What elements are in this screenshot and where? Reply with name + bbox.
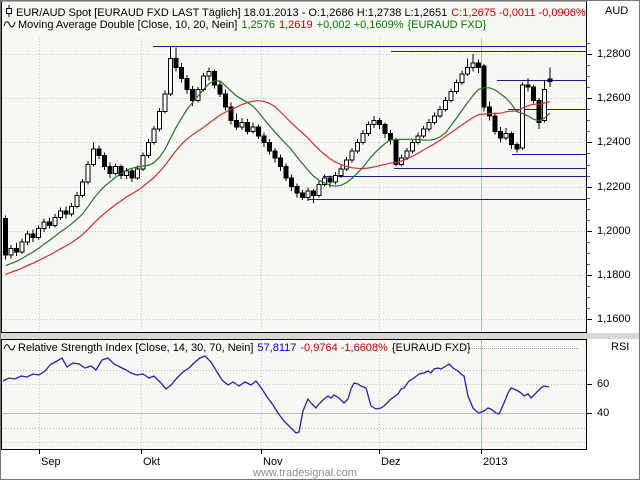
y-axis-label: 1,1600 [597, 313, 631, 325]
panel-splitter[interactable] [1, 333, 639, 339]
x-axis-label: Dez [381, 456, 401, 468]
y-axis-label: 1,2800 [597, 48, 631, 60]
rsi-indicator-title: Relative Strength Index [Close, 14, 30, … [18, 342, 254, 354]
quote-values: C:1,2675 -0,0011 -0,0906% [451, 7, 586, 19]
y-axis-label: 1,1800 [597, 269, 631, 281]
price-header-line1: EUR/AUD Spot [EURAUD FXD LAST Täglich] 1… [4, 4, 590, 19]
rsi-axis-label: 60 [597, 378, 610, 390]
rsi-value: 57,8117 [257, 342, 297, 354]
rsi-indicator-panel[interactable] [1, 339, 587, 450]
wave-icon [3, 344, 16, 351]
header-leader-line [571, 10, 585, 11]
y-axis-label: 1,2600 [597, 92, 631, 104]
x-axis-label: Nov [263, 456, 283, 468]
tradesignal-watermark: www.tradesignal.com [253, 467, 357, 479]
ma-fast-value: 1,2576 [241, 19, 275, 31]
rsi-axis-label: 40 [597, 407, 610, 419]
rsi-change-value: -0,9764 -1,6608% [300, 342, 388, 354]
wave-icon [3, 21, 16, 28]
x-axis-label: Sep [41, 456, 61, 468]
ma-slow-value: 1,2619 [278, 19, 313, 31]
y-axis-label: 1,2400 [597, 136, 631, 148]
candlestick-icon [6, 5, 12, 17]
ma-indicator-header: Moving Average Double [Close, 10, 20, Ne… [3, 18, 490, 31]
ma-indicator-title: Moving Average Double [Close, 10, 20, Ne… [18, 19, 238, 31]
rsi-indicator-header: Relative Strength Index [Close, 14, 30, … [3, 341, 475, 354]
price-axis-unit-label: AUD [605, 5, 629, 17]
rsi-axis-unit-label: RSI [611, 341, 630, 353]
price-chart-panel[interactable] [1, 1, 587, 333]
rsi-symbol-ref: {EURAUD FXD} [391, 342, 471, 354]
header-leader-line [449, 348, 579, 349]
symbol-title: EUR/AUD Spot [EURAUD FXD LAST Täglich] 1… [16, 7, 448, 19]
ma-symbol-ref: {EURAUD FXD} [407, 19, 487, 31]
ma-change-value: +0,002 +0,1609% [316, 19, 404, 31]
x-axis-label: 2013 [483, 456, 508, 468]
y-axis-label: 1,2000 [597, 225, 631, 237]
y-axis-label: 1,2200 [597, 181, 631, 193]
x-axis-label: Okt [143, 456, 161, 468]
